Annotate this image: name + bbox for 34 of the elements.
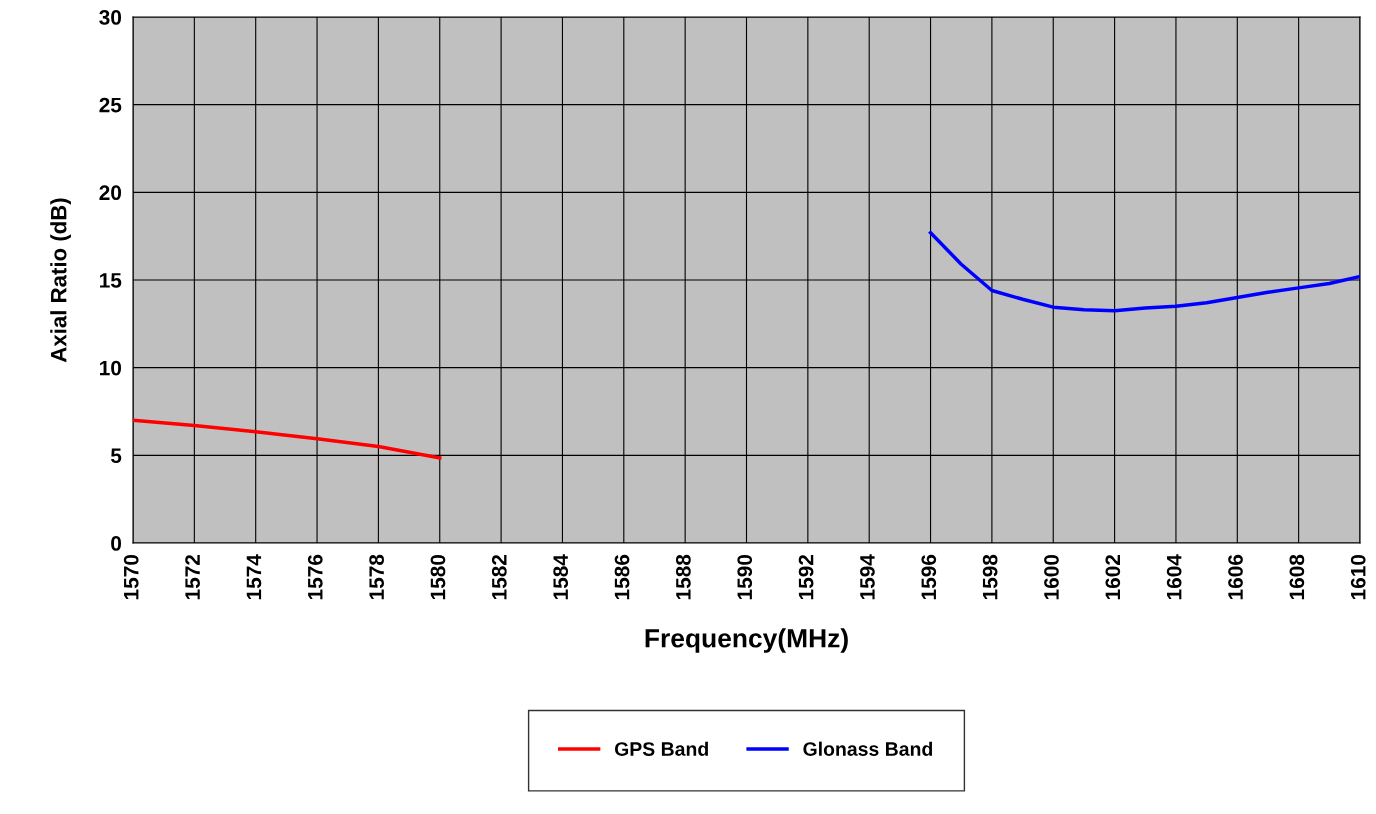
x-tick-label: 1588 (675, 554, 691, 600)
x-tick-label: 1576 (307, 554, 323, 600)
line-series (133, 418, 442, 460)
y-axis-title: Axial Ratio (dB) (50, 198, 71, 363)
y-tick-label: 30 (99, 10, 122, 25)
y-tick-label: 10 (100, 360, 122, 376)
legend-label: Glonass Band (803, 741, 933, 756)
x-tick-label: 1596 (921, 554, 937, 600)
x-tick-label: 1574 (246, 554, 262, 600)
legend-label: GPS Band (614, 741, 708, 756)
x-tick-label: 1608 (1289, 554, 1305, 600)
x-tick-label: 1598 (982, 554, 998, 600)
x-tick-label: 1602 (1105, 554, 1121, 600)
y-tick-label: 20 (99, 185, 122, 201)
x-tick-label: 1592 (798, 554, 814, 600)
x-tick-label: 1570 (123, 554, 139, 600)
x-tick-label: 1586 (614, 554, 630, 600)
x-tick-label: 1606 (1228, 554, 1243, 600)
x-axis-title: Frequency(MHz) (645, 628, 848, 653)
y-tick-label: 0 (111, 536, 122, 551)
line-series (928, 230, 1360, 313)
x-tick-label: 1572 (185, 554, 200, 600)
x-tick-label: 1600 (1044, 554, 1059, 600)
x-tick-label: 1594 (860, 554, 875, 600)
x-tick-label: 1604 (1166, 554, 1182, 600)
x-tick-label: 1582 (491, 554, 507, 600)
y-tick-label: 25 (99, 97, 122, 113)
x-tick-label: 1580 (430, 554, 446, 600)
x-tick-label: 1584 (553, 554, 569, 600)
x-tick-label: 1610 (1350, 554, 1366, 600)
x-tick-label: 1590 (737, 554, 753, 600)
y-tick-label: 15 (100, 273, 122, 288)
x-tick-label: 1578 (369, 554, 384, 600)
y-tick-label: 5 (110, 448, 122, 464)
